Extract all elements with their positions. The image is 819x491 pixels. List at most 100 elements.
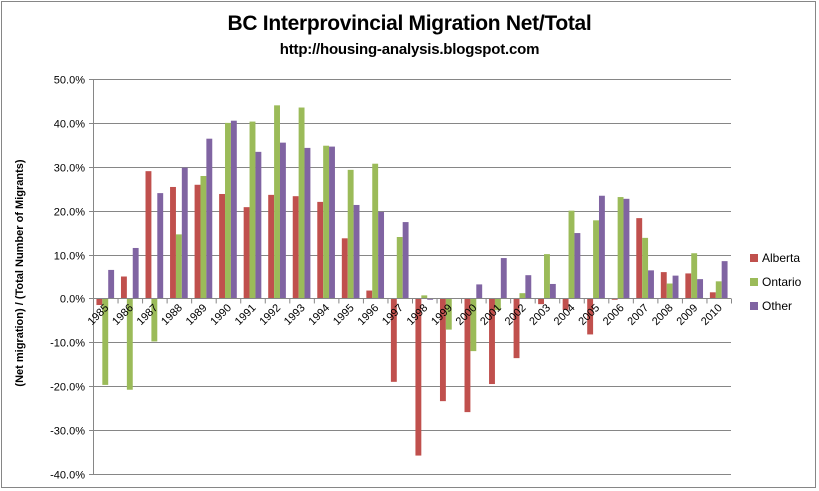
bar-alberta <box>513 298 520 359</box>
legend-swatch <box>750 254 758 262</box>
bar-alberta <box>268 194 275 299</box>
bar-other <box>206 138 213 299</box>
bar-other <box>329 146 335 299</box>
bar-ontario <box>519 293 526 299</box>
y-tick-label: 50.0% <box>54 75 85 87</box>
bar-alberta <box>317 201 324 299</box>
bar-other <box>623 198 630 299</box>
bar-ontario <box>372 163 379 299</box>
y-tick-label: -10.0% <box>50 338 85 350</box>
y-tick-label: 40.0% <box>54 119 85 131</box>
bar-other <box>157 193 164 299</box>
bar-alberta <box>243 207 250 299</box>
bar-other <box>598 195 605 299</box>
y-tick-label: -30.0% <box>50 426 85 438</box>
legend-swatch <box>750 278 758 286</box>
bar-ontario <box>323 145 330 299</box>
bar-other <box>304 147 311 299</box>
bar-other <box>402 222 409 299</box>
legend-label: Alberta <box>762 251 801 265</box>
y-tick-label: -40.0% <box>50 470 85 482</box>
bar-other <box>255 151 262 299</box>
bar-other <box>378 211 385 299</box>
y-tick-label: 10.0% <box>54 251 85 263</box>
bar-ontario <box>494 298 501 311</box>
bar-other <box>549 283 556 299</box>
bar-other <box>525 275 532 299</box>
bar-other <box>574 233 581 299</box>
bar-other <box>108 269 115 299</box>
x-tick-label: 2008 <box>650 302 676 328</box>
x-tick-label: 1991 <box>233 302 259 328</box>
x-tick-label: 1992 <box>257 302 283 328</box>
bar-alberta <box>96 298 103 306</box>
bar-ontario <box>126 298 133 390</box>
bar-alberta <box>562 298 569 310</box>
bar-alberta <box>194 184 201 299</box>
x-tick-label: 1995 <box>331 302 357 328</box>
bar-alberta <box>292 196 299 299</box>
bar-alberta <box>366 290 373 299</box>
legend: Alberta Ontario Other <box>750 246 801 318</box>
legend-swatch <box>750 302 758 310</box>
chart-title: BC Interprovincial Migration Net/Total <box>227 12 592 35</box>
x-tick-label: 2009 <box>675 302 701 328</box>
bar-ontario <box>544 254 550 299</box>
chart-subtitle: http://housing-analysis.blogspot.com <box>279 41 540 58</box>
bar-alberta <box>611 298 618 300</box>
bar-ontario <box>666 283 673 299</box>
bar-alberta <box>439 298 446 402</box>
bar-ontario <box>715 281 722 299</box>
bar-other <box>427 298 434 300</box>
bar-other <box>476 284 483 299</box>
legend-item-other: Other <box>750 294 801 318</box>
bar-ontario <box>445 298 452 330</box>
x-tick-label: 1996 <box>356 302 382 328</box>
bar-ontario <box>249 121 256 299</box>
bar-alberta <box>464 298 471 413</box>
x-tick-label: 1988 <box>159 302 185 328</box>
bar-ontario <box>225 122 231 299</box>
bar-alberta <box>660 272 667 299</box>
bar-alberta <box>636 218 643 299</box>
bar-other <box>181 167 188 299</box>
legend-label: Other <box>762 299 793 313</box>
bar-ontario <box>102 298 109 385</box>
y-tick-label: -20.0% <box>50 382 85 394</box>
bar-ontario <box>298 107 305 299</box>
bar-other <box>672 275 679 299</box>
bar-alberta <box>341 238 348 299</box>
bar-other <box>648 270 654 299</box>
bar-alberta <box>538 298 545 305</box>
bar-ontario <box>642 237 649 299</box>
x-tick-label: 2003 <box>527 302 553 328</box>
bar-alberta <box>587 298 594 335</box>
legend-item-alberta: Alberta <box>750 246 801 270</box>
x-tick-label: 2004 <box>552 302 578 328</box>
bar-alberta <box>120 276 127 299</box>
bar-other <box>230 120 237 299</box>
x-tick-label: 2007 <box>625 302 651 328</box>
bar-ontario <box>347 169 354 299</box>
x-tick-label: 1990 <box>208 302 234 328</box>
bar-alberta <box>390 298 397 382</box>
x-tick-label: 1993 <box>282 302 308 328</box>
bar-ontario <box>568 210 575 299</box>
bar-other <box>500 258 507 299</box>
bar-ontario <box>470 298 477 352</box>
x-tick-label: 2006 <box>601 302 627 328</box>
bar-alberta <box>145 171 152 299</box>
bar-ontario <box>200 175 207 299</box>
bar-ontario <box>396 237 403 299</box>
bar-alberta <box>489 298 495 385</box>
bar-ontario <box>617 197 624 299</box>
bar-other <box>697 279 704 299</box>
bar-ontario <box>274 105 280 299</box>
y-tick-label: 20.0% <box>54 207 85 219</box>
y-tick-label: 0.0% <box>60 294 85 306</box>
legend-item-ontario: Ontario <box>750 270 801 294</box>
bar-ontario <box>175 234 182 299</box>
x-tick-label: 1994 <box>306 302 332 328</box>
bar-ontario <box>421 295 428 299</box>
